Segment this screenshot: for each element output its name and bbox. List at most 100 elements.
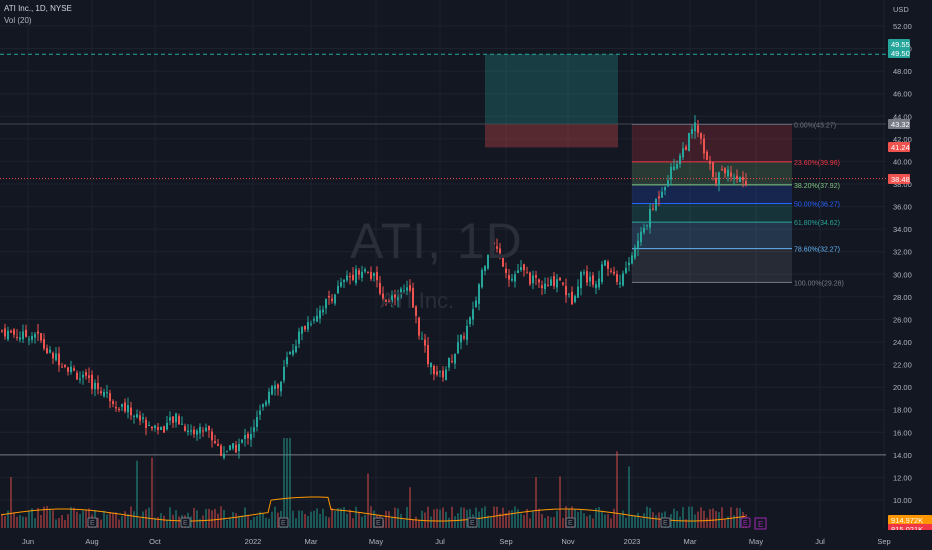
candle-body <box>643 227 645 233</box>
volume-bar <box>565 506 567 528</box>
candle-body <box>127 405 129 413</box>
candle-body <box>163 426 165 433</box>
volume-bar <box>508 510 510 528</box>
volume-bar <box>22 516 24 528</box>
candle-body <box>61 366 63 368</box>
horizontal-lines <box>0 53 886 456</box>
candle-body <box>661 191 663 198</box>
earnings-marker <box>565 517 576 528</box>
earnings-marker <box>660 517 671 528</box>
price-tick-label: 12.00 <box>893 473 912 482</box>
candle-body <box>706 151 708 161</box>
volume-bar <box>325 516 327 528</box>
candle-body <box>553 276 555 287</box>
symbol-watermark: ATI, 1D <box>350 213 523 269</box>
price-tick-label: 32.00 <box>893 248 912 257</box>
price-badge <box>888 39 910 49</box>
volume-bar <box>526 508 528 528</box>
candle-body <box>1 330 3 332</box>
long-position-tool <box>485 54 618 148</box>
candle-body <box>187 430 189 433</box>
price-tick-label: 26.00 <box>893 315 912 324</box>
candle-body <box>628 262 630 266</box>
candle-body <box>154 425 156 429</box>
fib-zone <box>632 203 792 223</box>
price-tick-label: 48.00 <box>893 67 912 76</box>
volume-bar <box>307 515 309 528</box>
volume-bar <box>199 519 201 528</box>
candle-body <box>709 160 711 165</box>
candle-body <box>670 166 672 180</box>
fib-zone <box>632 124 792 162</box>
candle-body <box>730 172 732 177</box>
candle-body <box>10 330 12 333</box>
volume-bar <box>130 506 132 528</box>
candle-body <box>403 290 405 292</box>
time-tick-label: May <box>369 537 383 546</box>
volume-bar <box>85 510 87 528</box>
candle-body <box>124 402 126 412</box>
volume-bar <box>580 510 582 528</box>
volume-bar <box>535 477 537 528</box>
time-tick-label: Mar <box>305 537 318 546</box>
volume-bar <box>238 515 240 528</box>
candle-body <box>133 415 135 417</box>
volume-legend[interactable]: Vol (20) <box>4 16 32 25</box>
candle-body <box>40 333 42 341</box>
currency-label: USD <box>893 5 909 14</box>
volume-bar <box>52 510 54 528</box>
volume-bar <box>721 507 723 528</box>
volume-bar <box>328 517 330 528</box>
volume-bar <box>244 507 246 528</box>
candle-body <box>115 407 117 409</box>
price-tick-label: 42.00 <box>893 135 912 144</box>
candle-body <box>721 169 723 171</box>
volume-bar <box>121 516 123 528</box>
volume-bar <box>430 516 432 528</box>
candle-body <box>448 357 450 368</box>
volume-bar <box>556 510 558 528</box>
time-tick-label: Jul <box>435 537 445 546</box>
volume-bar <box>613 508 615 528</box>
time-tick-label: Jul <box>815 537 825 546</box>
candle-body <box>445 369 447 381</box>
candle-body <box>337 285 339 294</box>
volume-bar <box>487 515 489 528</box>
earnings-label: E <box>470 520 475 527</box>
fib-level-label: 100.00%(29.28) <box>794 280 844 287</box>
candle-body <box>460 334 462 343</box>
candle-body <box>694 122 696 132</box>
candle-body <box>112 401 114 405</box>
candle-body <box>421 338 423 340</box>
candle-body <box>538 279 540 283</box>
volume-bar <box>43 506 45 528</box>
fib-retracement: 0.00%(43.27) 23.60%(39.96) 38.20%(37.92) 50… <box>632 123 844 287</box>
candle-body <box>535 275 537 278</box>
time-tick-label: May <box>749 537 763 546</box>
candle-body <box>358 270 360 275</box>
volume-bar <box>577 511 579 528</box>
candle-body <box>73 368 75 371</box>
candle-body <box>106 392 108 394</box>
candle-body <box>310 323 312 325</box>
volume-bar <box>358 512 360 528</box>
candle-body <box>376 271 378 281</box>
candle-body <box>466 325 468 340</box>
volume-bar <box>391 516 393 528</box>
volume-bar <box>253 517 255 528</box>
volume-bar <box>691 506 693 528</box>
candle-body <box>388 301 390 303</box>
candle-body <box>415 306 417 316</box>
volume-bar <box>727 516 729 528</box>
candle-body <box>328 295 330 298</box>
volume-bar <box>550 517 552 528</box>
candle-body <box>223 453 225 458</box>
symbol-legend[interactable]: ATI Inc., 1D, NYSE <box>4 4 72 13</box>
candle-body <box>685 146 687 150</box>
candle-body <box>325 299 327 309</box>
volume-bar <box>160 513 162 528</box>
volume-bar <box>262 513 264 528</box>
volume-bar <box>55 519 57 528</box>
candle-body <box>598 278 600 288</box>
